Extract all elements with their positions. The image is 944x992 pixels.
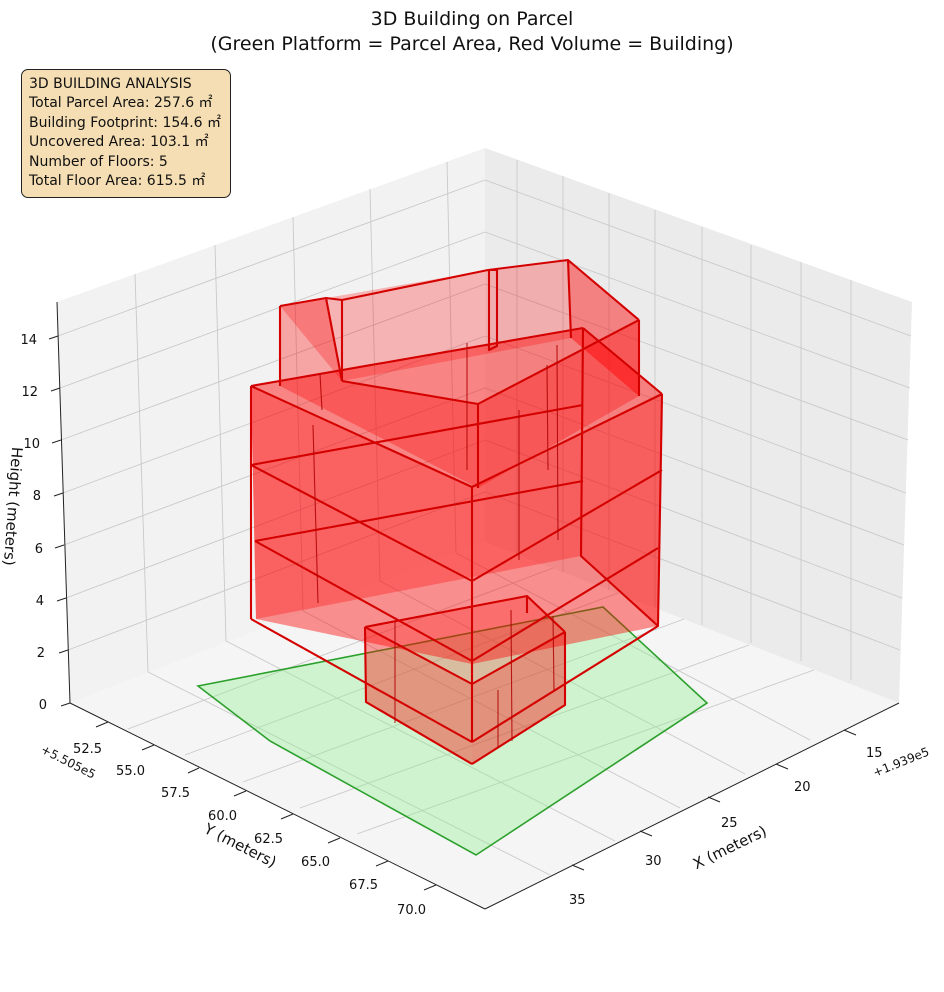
- x-tick-label-35: 35: [569, 893, 586, 908]
- building-back-right-face: [581, 328, 662, 626]
- z-tick-label-12: 12: [21, 385, 38, 400]
- z-tick-label-14: 14: [20, 333, 37, 348]
- z-tick-label-2: 2: [37, 646, 45, 661]
- y-axis-line: [69, 702, 486, 910]
- y-tick-label-52-5: 52.5: [73, 742, 102, 757]
- z-axis-line: [56, 301, 71, 704]
- left-pane: [57, 148, 485, 703]
- building-edges: [249, 258, 664, 765]
- chart-subtitle: (Green Platform = Parcel Area, Red Volum…: [210, 33, 733, 55]
- x-tick-label-20: 20: [794, 780, 811, 795]
- upper-block-right-face: [568, 260, 639, 396]
- z-tick-label-0: 0: [39, 698, 47, 713]
- x-tick-marks: [571, 729, 857, 871]
- annex-right-face: [472, 632, 565, 764]
- axis-panes: [57, 148, 912, 909]
- building-inner-edges: [312, 343, 559, 748]
- info-heading: 3D BUILDING ANALYSIS: [29, 76, 192, 92]
- info-uncovered-area: Uncovered Area: 103.1 ㎡: [29, 134, 209, 151]
- info-total-parcel-area: Total Parcel Area: 257.6 ㎡: [29, 95, 213, 112]
- z-tick-label-10: 10: [23, 437, 40, 452]
- upper-block-front-face: [280, 298, 639, 488]
- y-tick-label-70-0: 70.0: [397, 903, 426, 918]
- building-back-left-face: [251, 328, 583, 619]
- grid-lines: [57, 160, 912, 876]
- z-tick-label-4: 4: [36, 594, 44, 609]
- info-building-footprint: Building Footprint: 154.6 ㎡: [29, 114, 222, 131]
- analysis-info-panel: 3D BUILDING ANALYSIS Total Parcel Area: …: [21, 69, 231, 199]
- upper-block-back-face: [280, 260, 571, 381]
- info-total-floor-area: Total Floor Area: 615.5 ㎡: [29, 173, 206, 190]
- x-tick-label-30: 30: [645, 854, 662, 869]
- z-axis-label: Height (meters): [0, 446, 26, 566]
- building-roof-face: [251, 328, 662, 487]
- annex-left-face: [365, 627, 472, 764]
- y-tick-label-57-5: 57.5: [161, 786, 190, 801]
- y-tick-marks: [95, 721, 437, 891]
- building-volume: [249, 258, 664, 765]
- chart-title: 3D Building on Parcel: [371, 8, 574, 30]
- x-axis-line: [484, 702, 900, 910]
- y-tick-label-55-0: 55.0: [116, 764, 145, 779]
- y-tick-label-60-0: 60.0: [208, 809, 237, 824]
- info-number-of-floors: Number of Floors: 5: [29, 153, 168, 170]
- z-tick-label-6: 6: [35, 542, 43, 557]
- z-tick-marks: [48, 335, 71, 707]
- y-tick-label-65-0: 65.0: [301, 855, 330, 870]
- z-tick-label-8: 8: [33, 489, 41, 504]
- x-tick-label-25: 25: [721, 816, 738, 831]
- y-tick-label-62-5: 62.5: [254, 832, 283, 847]
- right-pane: [485, 148, 912, 703]
- y-tick-label-67-5: 67.5: [349, 878, 378, 893]
- x-tick-label-15: 15: [866, 746, 883, 761]
